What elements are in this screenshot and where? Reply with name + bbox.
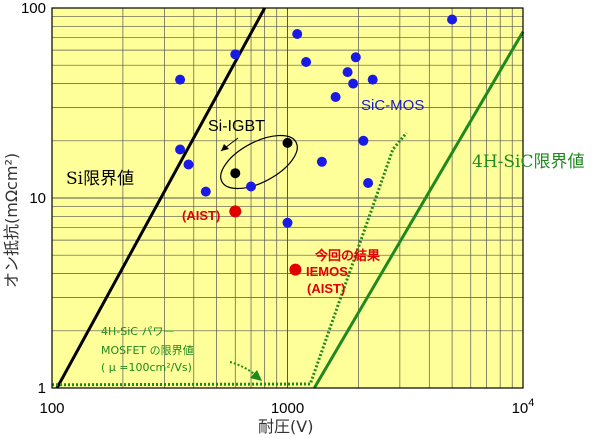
limit-line-2: [313, 30, 525, 389]
x-tick-label-3: 104: [512, 397, 535, 417]
si-igbt-arrowhead: [221, 144, 229, 151]
point-sic-mos-3: [183, 159, 194, 170]
mosfet-limit-label-3: ( μ =100cm²/Vs): [101, 361, 192, 374]
si-igbt-ellipse: [220, 134, 298, 190]
this-result-label-1: 今回の結果: [314, 248, 380, 263]
y-tick-label-1: 1: [38, 380, 46, 397]
x-tick-label-1: 100: [39, 400, 64, 417]
mosfet-limit-label-2: MOSFET の限界値: [101, 344, 194, 357]
point-sic-mos-5: [230, 49, 241, 60]
point-sic-mos-11: [330, 92, 341, 102]
sic-mos-label: SiC-MOS: [361, 97, 424, 114]
point-sic-mos-13: [348, 78, 359, 89]
limit-lines: [51, 7, 525, 389]
point-sic-mos-10: [316, 156, 327, 167]
sic-limit-label: 4H-SiC限界値: [472, 152, 584, 172]
limit-line-1: [55, 7, 267, 389]
this-result-label-2: IEMOS: [306, 264, 348, 279]
point-aist-2: [289, 263, 302, 276]
limit-line-3: [51, 131, 408, 387]
point-sic-mos-1: [175, 74, 186, 85]
axis-ticks: 100 1000 104 1 10 100: [21, 0, 534, 417]
point-si-igbt-2: [282, 137, 293, 148]
point-aist-1: [229, 205, 242, 218]
mosfet-limit-label-1: 4H-SiC パワー: [101, 325, 174, 338]
aist-prior-label: (AIST): [182, 208, 220, 223]
point-sic-mos-15: [358, 135, 369, 146]
point-sic-mos-17: [367, 74, 378, 85]
point-sic-mos-12: [342, 67, 353, 78]
point-sic-mos-14: [350, 52, 361, 63]
point-sic-mos-4: [200, 186, 211, 197]
point-sic-mos-9: [301, 57, 312, 67]
point-sic-mos-16: [363, 178, 374, 188]
x-tick-label-2: 1000: [271, 400, 304, 417]
this-result-label-3: (AIST): [307, 281, 345, 296]
si-limit-label: Si限界値: [66, 169, 134, 189]
mosfet-limit-arrowhead: [250, 370, 262, 381]
si-igbt-label: Si-IGBT: [208, 118, 265, 135]
si-igbt-group: [220, 134, 298, 190]
point-sic-mos-6: [246, 181, 256, 192]
point-sic-mos-7: [282, 217, 293, 228]
point-si-igbt-1: [230, 168, 241, 179]
point-sic-mos-2: [175, 144, 186, 155]
plot-frame: [51, 7, 524, 389]
point-sic-mos-8: [292, 29, 303, 39]
y-axis-title: オン抵抗(mΩcm²): [2, 153, 21, 288]
grid: [51, 8, 523, 389]
y-tick-label-3: 100: [21, 0, 46, 17]
x-axis-title: 耐圧(V): [258, 417, 313, 436]
y-tick-label-2: 10: [29, 190, 46, 207]
data-points: [175, 14, 458, 276]
point-sic-mos-18: [447, 14, 458, 25]
